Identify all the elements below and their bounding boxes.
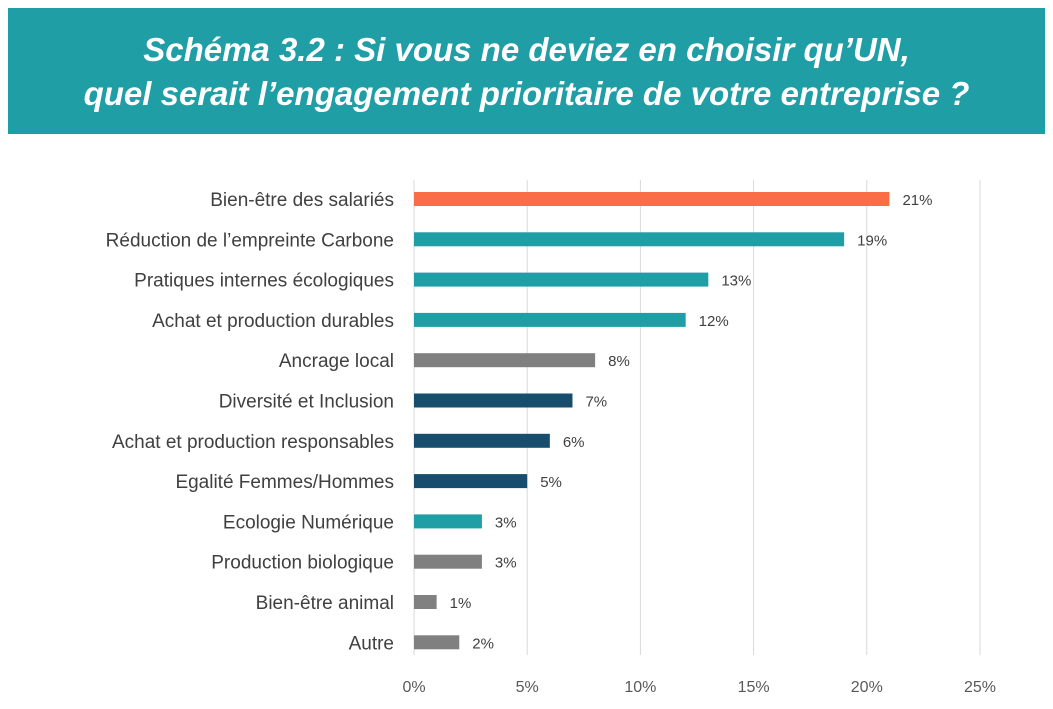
bar [414,554,482,569]
data-label: 3% [495,514,517,531]
bar [414,232,845,247]
category-label: Diversité et Inclusion [219,392,394,413]
data-label: 12% [699,313,729,330]
data-label: 5% [540,474,562,491]
bar [414,474,528,489]
data-label: 19% [857,232,887,249]
bar [414,353,596,368]
chart-title-line-1: Schéma 3.2 : Si vous ne deviez en choisi… [143,31,910,68]
value-labels: 21% 19% 13% 12% 8% 7% 6% 5% 3% 3% 1% 2% [450,192,933,652]
bar [414,272,709,287]
x-tick-label: 0% [402,679,425,696]
x-tick-label: 20% [851,679,883,696]
category-label: Achat et production durables [152,311,394,332]
bars [414,192,890,650]
data-label: 2% [472,635,494,652]
data-label: 1% [450,595,472,612]
category-label: Autre [349,633,394,654]
bar [414,595,437,609]
category-label: Ancrage local [279,351,394,372]
title-banner: Schéma 3.2 : Si vous ne deviez en choisi… [8,8,1045,134]
x-tick-label: 25% [964,679,996,696]
data-label: 7% [585,394,607,411]
category-label: Egalité Femmes/Hommes [175,472,394,493]
x-tick-label: 5% [516,679,539,696]
category-label: Ecologie Numérique [223,512,394,533]
data-label: 6% [563,434,585,451]
x-tick-label: 10% [624,679,656,696]
category-label: Réduction de l’empreinte Carbone [106,230,394,251]
bar [414,312,686,327]
category-label: Pratiques internes écologiques [134,271,394,292]
category-label: Bien-être des salariés [210,190,394,211]
category-labels: Bien-être des salariés Réduction de l’emp… [106,190,394,654]
category-label: Production biologique [211,553,394,574]
data-label: 3% [495,555,517,572]
bar [414,192,890,206]
bar [414,635,460,650]
gridlines [413,180,981,655]
bar [414,514,482,529]
data-label: 8% [608,353,630,370]
data-label: 21% [902,192,932,209]
category-label: Bien-être animal [256,593,394,614]
bar [414,433,550,448]
category-label: Achat et production responsables [112,432,394,453]
data-label: 13% [721,273,751,290]
bar [414,393,573,408]
x-axis-tick-labels: 0% 5% 10% 15% 20% 25% [402,679,996,696]
x-tick-label: 15% [738,679,770,696]
chart-title-line-2: quel serait l’engagement prioritaire de … [83,75,970,112]
